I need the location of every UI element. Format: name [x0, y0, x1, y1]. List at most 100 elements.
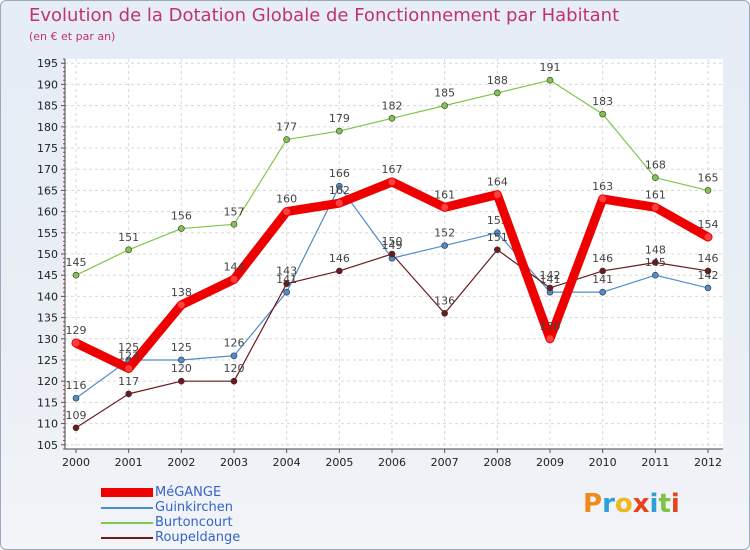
- legend-swatch-roupeldange: [101, 536, 153, 539]
- data-label-mgange: 164: [487, 176, 508, 189]
- data-label-mgange: 138: [171, 286, 192, 299]
- data-label-roupeldange: 117: [118, 375, 139, 388]
- data-label-burtoncourt: 151: [118, 231, 139, 244]
- data-point-mgange: [493, 191, 501, 199]
- data-point-roupeldange: [230, 377, 238, 385]
- data-label-mgange: 162: [329, 184, 350, 197]
- y-tick-label: 140: [37, 290, 58, 303]
- proxiti-logo: Proxiti: [583, 489, 680, 519]
- data-label-roupeldange: 142: [540, 269, 561, 282]
- data-label-roupeldange: 120: [171, 362, 192, 375]
- data-point-roupeldange: [283, 280, 290, 287]
- data-point-guinkirchen: [283, 288, 290, 296]
- data-point-roupeldange: [72, 424, 80, 432]
- data-point-guinkirchen: [704, 284, 712, 292]
- data-point-guinkirchen: [336, 182, 343, 190]
- data-label-mgange: 167: [382, 163, 403, 176]
- data-point-burtoncourt: [125, 246, 132, 254]
- legend-swatch-burtoncourt: [101, 521, 153, 524]
- x-tick-label: 2011: [641, 456, 669, 469]
- data-label-guinkirchen: 116: [66, 379, 87, 392]
- y-tick-label: 175: [37, 142, 58, 155]
- data-point-mgange: [335, 199, 343, 207]
- y-tick-label: 145: [37, 269, 58, 282]
- data-label-burtoncourt: 145: [66, 256, 87, 269]
- data-label-burtoncourt: 182: [382, 99, 403, 112]
- data-point-guinkirchen: [230, 352, 238, 360]
- data-point-burtoncourt: [441, 102, 448, 109]
- data-point-mgange: [177, 301, 185, 309]
- logo-letter: r: [602, 489, 615, 519]
- x-tick-label: 2004: [273, 456, 301, 469]
- data-point-burtoncourt: [546, 76, 554, 84]
- data-point-roupeldange: [494, 246, 501, 254]
- y-tick-label: 105: [37, 439, 58, 452]
- data-label-burtoncourt: 165: [698, 171, 719, 184]
- data-label-roupeldange: 143: [276, 265, 297, 278]
- x-tick-label: 2000: [62, 456, 90, 469]
- y-tick-label: 155: [37, 227, 58, 240]
- data-label-burtoncourt: 183: [592, 95, 613, 108]
- y-tick-label: 165: [37, 184, 58, 197]
- data-point-burtoncourt: [72, 271, 80, 279]
- legend-label-burtoncourt: Burtoncourt: [155, 515, 233, 530]
- data-point-mgange: [72, 339, 80, 347]
- data-point-burtoncourt: [336, 127, 343, 135]
- legend-item-megange[interactable]: MéGANGE: [101, 485, 240, 500]
- data-label-mgange: 154: [698, 218, 719, 231]
- data-point-guinkirchen: [178, 356, 185, 364]
- data-point-burtoncourt: [178, 225, 185, 232]
- data-label-roupeldange: 148: [645, 243, 666, 256]
- y-tick-label: 180: [37, 121, 58, 134]
- data-point-roupeldange: [125, 390, 132, 398]
- data-point-burtoncourt: [283, 136, 290, 143]
- y-tick-label: 195: [37, 57, 58, 70]
- data-point-guinkirchen: [441, 242, 448, 249]
- legend-label-guinkirchen: Guinkirchen: [155, 500, 233, 515]
- legend-item-guinkirchen[interactable]: Guinkirchen: [101, 500, 240, 515]
- legend-item-burtoncourt[interactable]: Burtoncourt: [101, 515, 240, 530]
- data-point-roupeldange: [546, 284, 554, 292]
- data-label-mgange: 130: [540, 320, 561, 333]
- data-label-guinkirchen: 126: [224, 337, 245, 350]
- data-label-guinkirchen: 166: [329, 167, 350, 180]
- y-tick-label: 135: [37, 312, 58, 325]
- data-point-roupeldange: [336, 267, 343, 275]
- data-point-burtoncourt: [704, 187, 712, 194]
- data-label-burtoncourt: 191: [540, 61, 561, 74]
- y-tick-label: 130: [37, 333, 58, 346]
- series-guinkirchen: 116125125126141166149152155141141145142: [66, 167, 719, 402]
- data-label-guinkirchen: 125: [118, 341, 139, 354]
- x-tick-label: 2003: [220, 456, 248, 469]
- data-point-burtoncourt: [599, 110, 606, 118]
- data-point-guinkirchen: [652, 271, 659, 279]
- data-label-mgange: 160: [276, 193, 297, 206]
- y-tick-label: 190: [37, 78, 58, 91]
- series-mgange: 129 123 138 144 160 162 167 161 164 130 163 161 154: [66, 163, 719, 373]
- y-tick-label: 170: [37, 163, 58, 176]
- data-point-roupeldange: [599, 267, 606, 275]
- x-tick-label: 2005: [325, 456, 353, 469]
- data-label-guinkirchen: 149: [382, 239, 403, 252]
- data-label-roupeldange: 120: [224, 362, 245, 375]
- x-tick-label: 2010: [589, 456, 617, 469]
- legend-item-roupeldange[interactable]: Roupeldange: [101, 530, 240, 545]
- x-tick-label: 2006: [378, 456, 406, 469]
- data-label-roupeldange: 146: [592, 252, 613, 265]
- data-label-mgange: 163: [592, 180, 613, 193]
- data-label-burtoncourt: 177: [276, 121, 297, 134]
- data-label-burtoncourt: 157: [224, 205, 245, 218]
- data-label-roupeldange: 151: [487, 231, 508, 244]
- data-point-mgange: [125, 364, 133, 372]
- data-label-mgange: 129: [66, 324, 87, 337]
- x-tick-label: 2009: [536, 456, 564, 469]
- logo-letter: o: [614, 489, 633, 519]
- data-label-mgange: 161: [645, 188, 666, 201]
- data-point-burtoncourt: [230, 221, 238, 228]
- y-tick-label: 160: [37, 206, 58, 219]
- data-label-roupeldange: 146: [698, 252, 719, 265]
- logo-letter: i: [670, 489, 680, 519]
- data-point-roupeldange: [441, 310, 448, 317]
- data-point-guinkirchen: [494, 229, 501, 237]
